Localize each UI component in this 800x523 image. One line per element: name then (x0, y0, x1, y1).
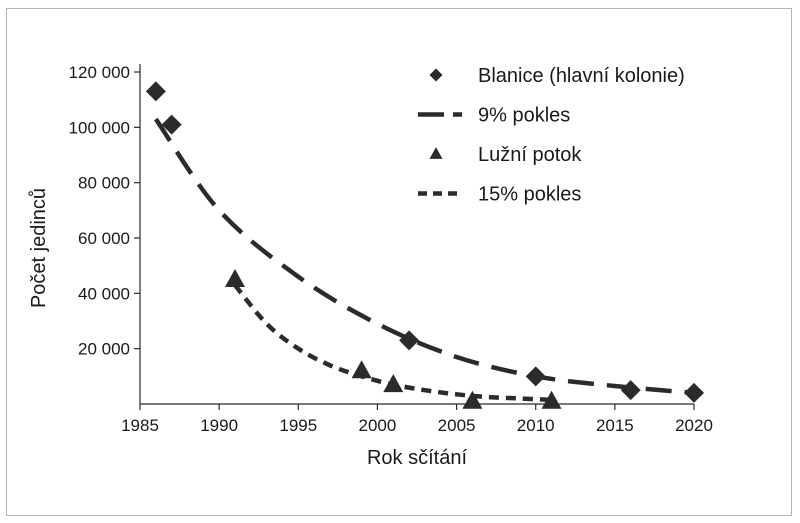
triangle-marker (383, 374, 404, 393)
series-lines (153, 117, 695, 403)
legend-diamond-swatch (429, 68, 443, 82)
x-axis-title: Rok sčítání (367, 447, 467, 469)
x-tick-label: 2005 (438, 416, 476, 435)
y-tick-label: 100 000 (69, 118, 130, 137)
triangle-marker (351, 360, 372, 379)
y-ticks: 20 000 40 000 60 000 80 000 100 000 120 000 (69, 63, 140, 359)
diamond-marker (399, 330, 420, 351)
series-line-9pct (153, 117, 695, 396)
y-tick-label: 80 000 (78, 174, 130, 193)
x-ticks: 1985 1990 1995 2000 2005 2010 2015 2020 (121, 404, 713, 435)
diamond-marker (684, 382, 704, 403)
x-tick-label: 1995 (279, 416, 317, 435)
x-tick-label: 2015 (596, 416, 634, 435)
triangle-marker (541, 390, 562, 409)
legend-label: Blanice (hlavní kolonie) (478, 65, 685, 87)
x-tick-label: 2000 (359, 416, 397, 435)
legend-triangle-swatch (429, 147, 443, 159)
y-tick-label: 120 000 (69, 63, 130, 82)
y-tick-label: 20 000 (78, 340, 130, 359)
diamond-marker (161, 114, 182, 135)
x-tick-label: 1985 (121, 416, 159, 435)
triangle-marker (462, 390, 483, 409)
y-axis-title: Počet jedinců (28, 188, 50, 308)
legend-label: 9% pokles (478, 105, 570, 127)
y-tick-label: 60 000 (78, 229, 130, 248)
triangle-marker (224, 269, 245, 287)
series-markers (145, 81, 704, 409)
y-tick-label: 40 000 (78, 284, 130, 303)
legend: Blanice (hlavní kolonie) 9% pokles Lužní p… (418, 65, 685, 206)
x-tick-label: 2020 (675, 416, 713, 435)
axes (139, 64, 694, 405)
diamond-marker (145, 81, 166, 102)
legend-label: Lužní potok (478, 144, 582, 166)
legend-label: 15% pokles (478, 184, 581, 206)
x-tick-label: 1990 (200, 416, 238, 435)
diamond-marker (525, 366, 546, 387)
x-tick-label: 2010 (517, 416, 555, 435)
chart-frame (6, 8, 792, 516)
diamond-marker (620, 380, 641, 401)
